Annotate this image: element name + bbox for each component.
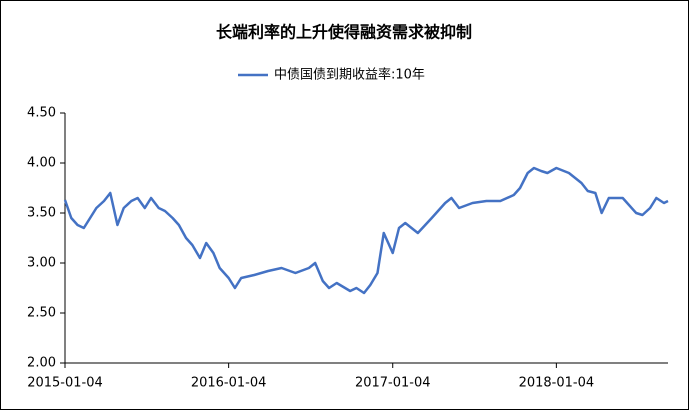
x-tick-label: 2016-01-04 xyxy=(191,376,267,391)
y-tick-label: 3.00 xyxy=(27,256,56,271)
y-tick-label: 4.00 xyxy=(27,156,56,171)
data-line xyxy=(63,166,669,295)
chart-title: 长端利率的上升使得融资需求被抑制 xyxy=(216,23,472,42)
y-tick-label: 2.50 xyxy=(27,306,56,321)
y-tick-label: 2.00 xyxy=(27,356,56,371)
y-tick-label: 3.50 xyxy=(27,206,56,221)
legend-label: 中债国债到期收益率:10年 xyxy=(274,67,425,83)
x-tick-label: 2018-01-04 xyxy=(519,376,595,391)
x-tick-label: 2015-01-04 xyxy=(27,376,103,391)
x-tick-label: 2017-01-04 xyxy=(355,376,431,391)
y-tick-label: 4.50 xyxy=(27,106,56,121)
